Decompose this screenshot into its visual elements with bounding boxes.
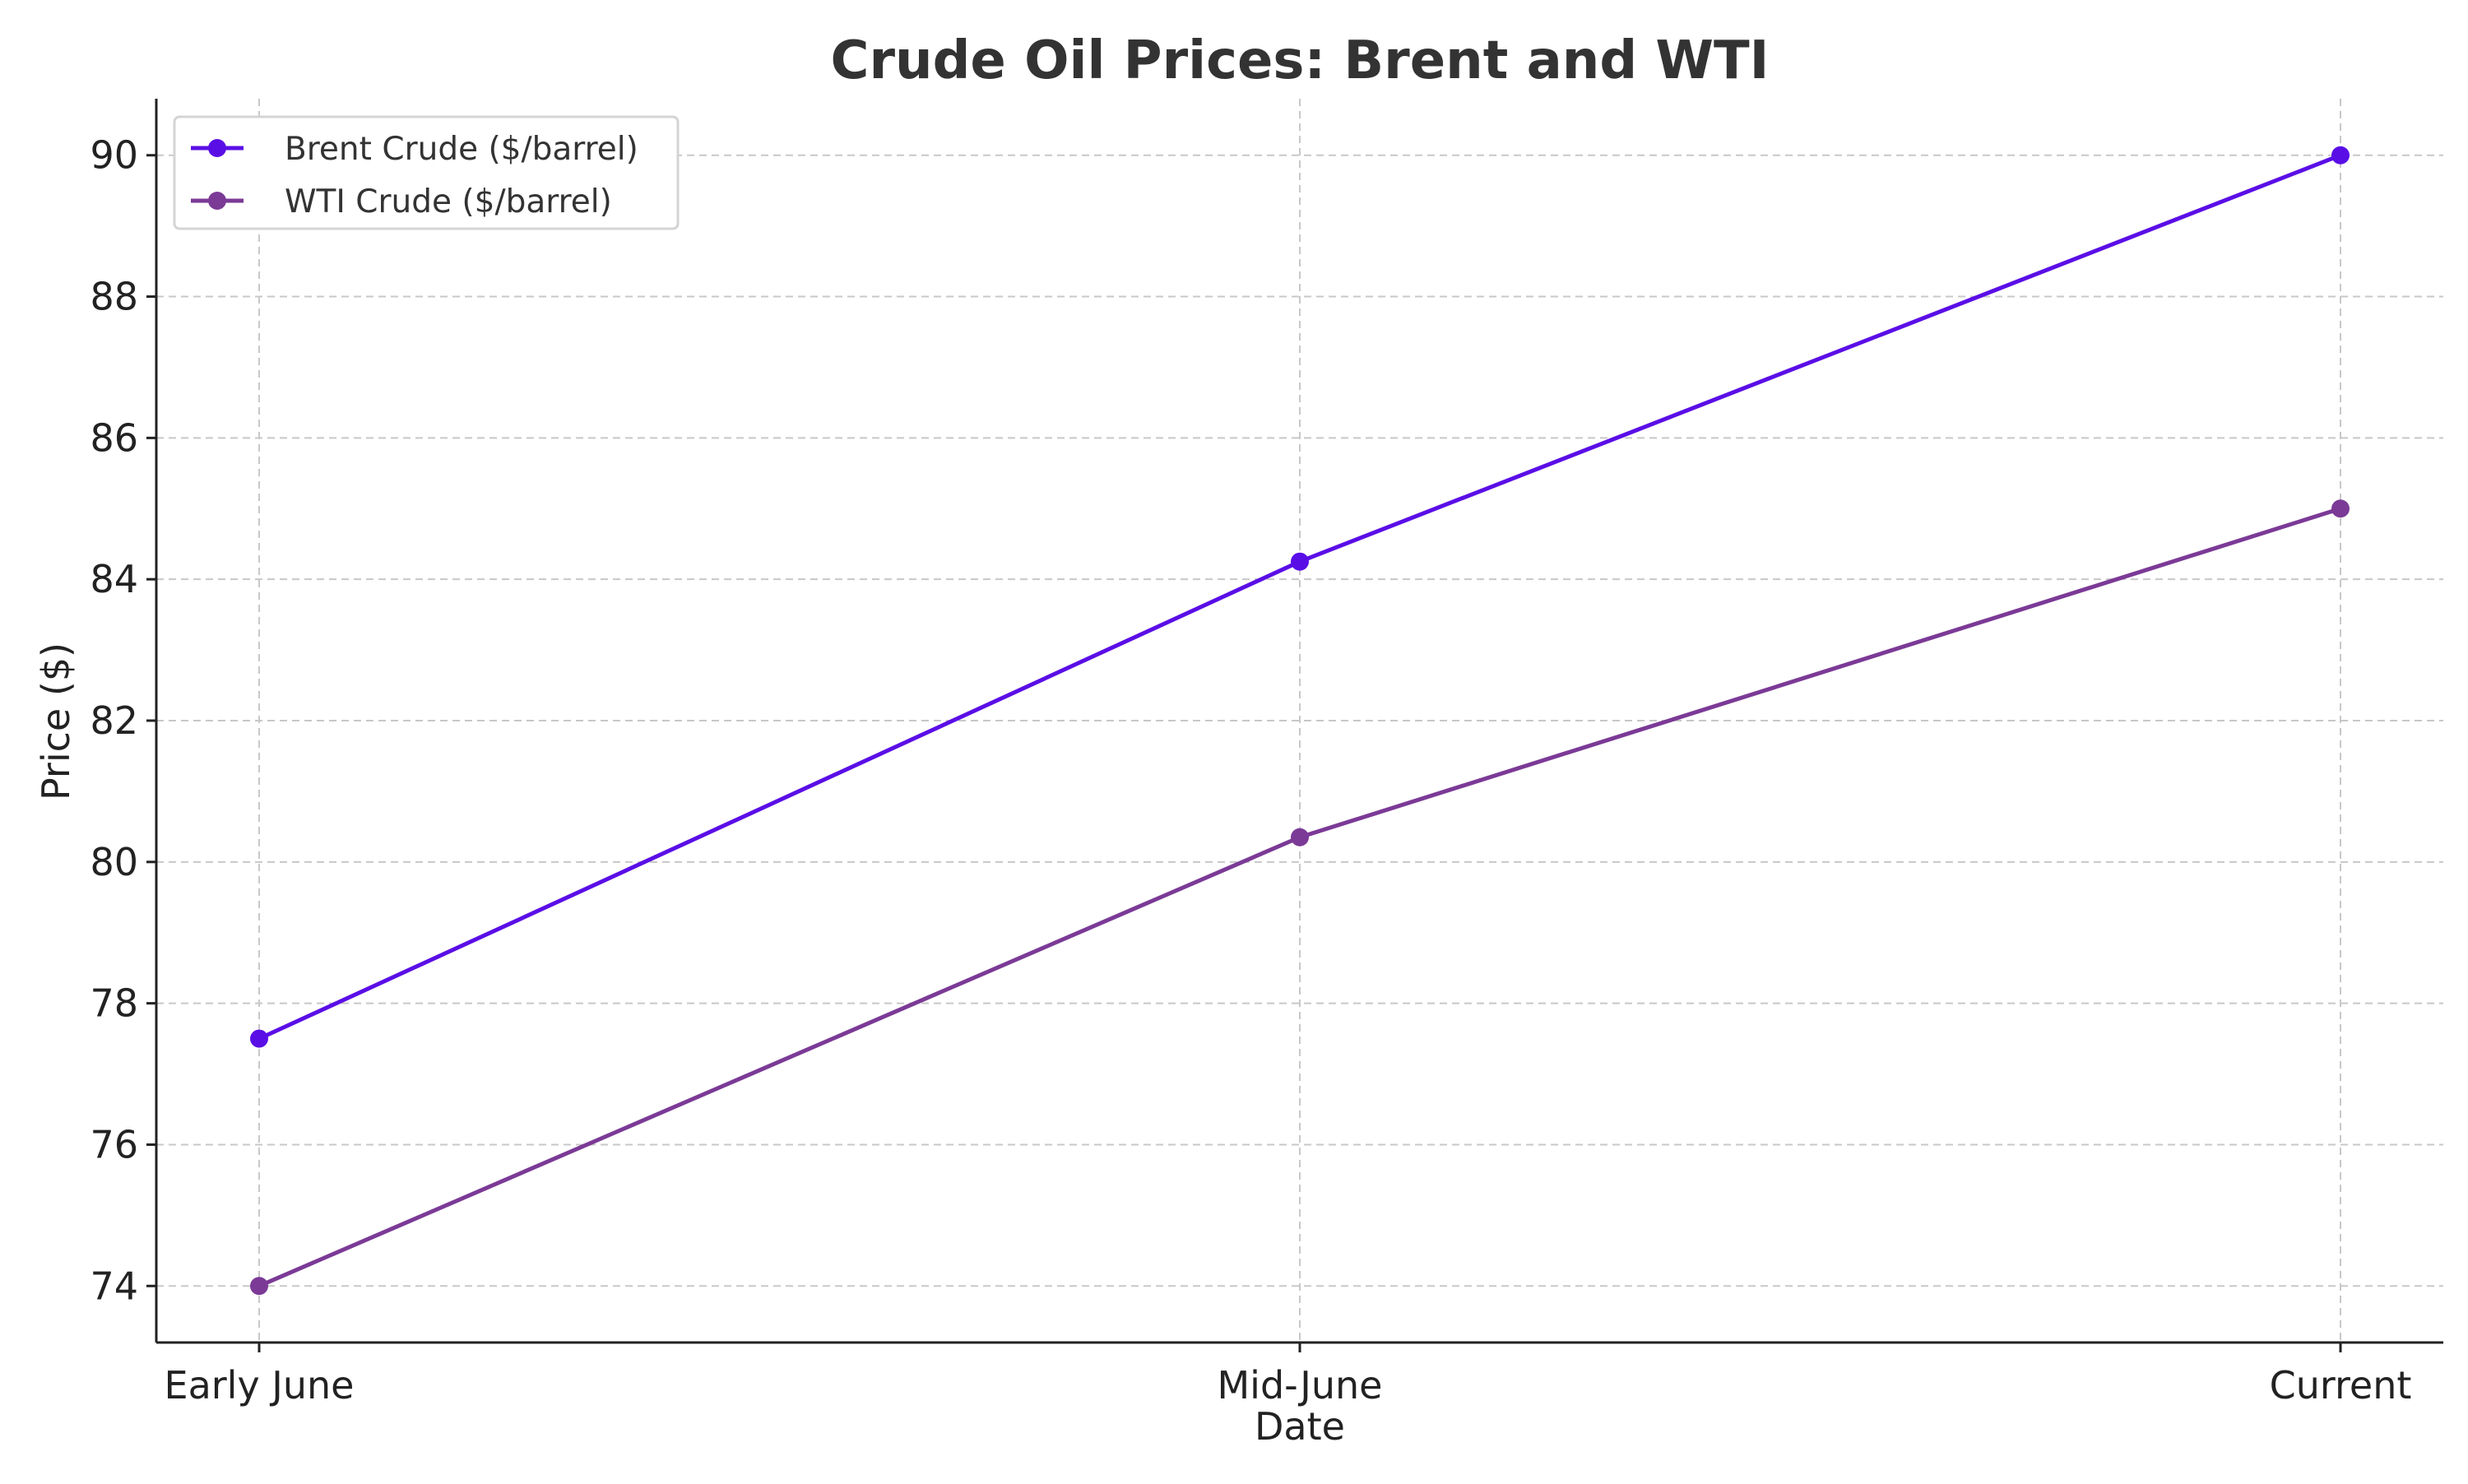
x-tick-label: Early June xyxy=(165,1363,355,1407)
data-point xyxy=(2331,146,2350,165)
y-tick-label: 80 xyxy=(90,840,138,884)
y-tick-label: 88 xyxy=(90,275,138,319)
series-layer xyxy=(250,146,2350,1296)
y-tick-label: 82 xyxy=(90,698,138,743)
y-tick-label: 86 xyxy=(90,415,138,460)
y-tick-label: 84 xyxy=(90,557,138,601)
series-2 xyxy=(250,499,2350,1296)
data-point xyxy=(250,1277,268,1296)
y-tick-label: 76 xyxy=(90,1122,138,1166)
y-axis-label: Price ($) xyxy=(34,642,78,800)
legend-marker xyxy=(208,139,226,157)
chart-title: Crude Oil Prices: Brent and WTI xyxy=(831,30,1770,91)
y-tick-label: 74 xyxy=(90,1264,138,1308)
data-point xyxy=(2331,499,2350,518)
legend-marker xyxy=(208,192,226,210)
legend-item: Brent Crude ($/barrel) xyxy=(191,131,638,168)
legend: Brent Crude ($/barrel) WTI Crude ($/barre… xyxy=(173,115,680,230)
x-axis-label: Date xyxy=(1255,1404,1345,1449)
series-1 xyxy=(250,146,2350,1048)
legend-label: WTI Crude ($/barrel) xyxy=(285,183,612,220)
data-point xyxy=(1291,828,1309,846)
x-tick-label: Mid-June xyxy=(1217,1363,1382,1407)
legend-box xyxy=(173,115,680,230)
data-point xyxy=(250,1029,268,1048)
legend-label: Brent Crude ($/barrel) xyxy=(285,131,638,168)
y-tick-label: 78 xyxy=(90,981,138,1026)
legend-item: WTI Crude ($/barrel) xyxy=(191,183,612,220)
data-point xyxy=(1291,552,1309,571)
y-tick-label: 90 xyxy=(90,133,138,178)
x-tick-label: Current xyxy=(2270,1363,2412,1407)
grid-layer xyxy=(156,99,2443,1343)
axes-layer: 74 76 78 80 82 84 86 88 90 Early June Mid-June Curr… xyxy=(90,99,2443,1407)
